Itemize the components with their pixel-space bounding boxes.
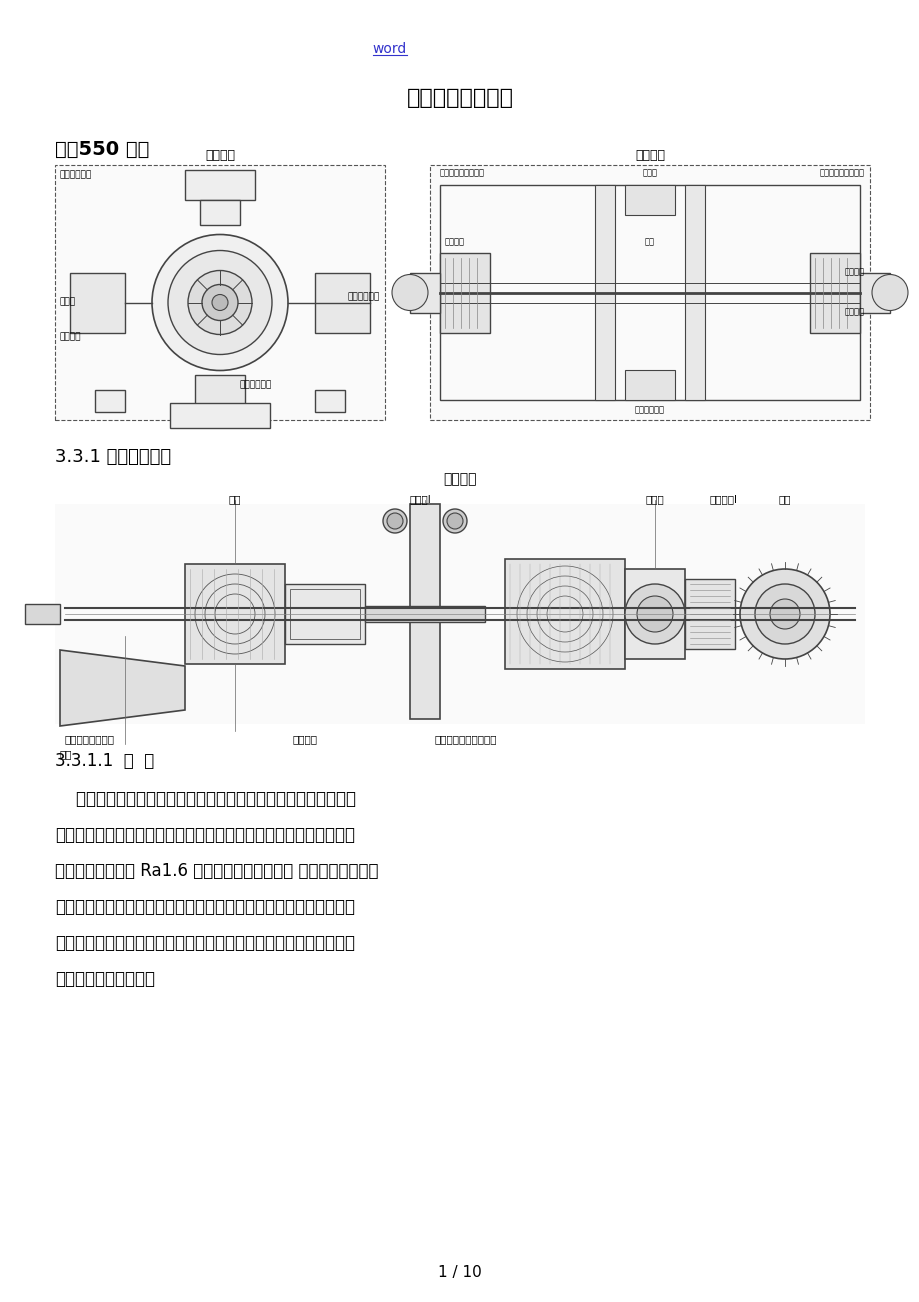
Bar xyxy=(314,272,369,332)
Text: 外螺纹套I: 外螺纹套I xyxy=(709,493,737,504)
Bar xyxy=(624,185,675,215)
Text: 蜗轮: 蜗轮 xyxy=(777,493,790,504)
Text: 横架: 横架 xyxy=(644,237,654,246)
Text: 轧辊材质应按轧材的不同情况，考虑轧制力的大小来选择。本轧: 轧辊材质应按轧材的不同情况，考虑轧制力的大小来选择。本轧 xyxy=(55,790,356,809)
Bar xyxy=(365,605,484,622)
Circle shape xyxy=(168,250,272,354)
Text: 轧辊: 轧辊 xyxy=(60,749,73,759)
Bar xyxy=(439,185,859,400)
Text: 轧机辊身装配: 轧机辊身装配 xyxy=(634,405,664,414)
Bar xyxy=(439,253,490,332)
Text: 液压马达: 液压马达 xyxy=(445,237,464,246)
Bar xyxy=(25,604,60,624)
Text: 一、550 轧机: 一、550 轧机 xyxy=(55,141,149,159)
Bar xyxy=(809,253,859,332)
Bar xyxy=(55,165,384,421)
Text: 最优的同心度。孔槽的位置应从轧辊的固定端辊身端部测量，以保证: 最优的同心度。孔槽的位置应从轧辊的固定端辊身端部测量，以保证 xyxy=(55,934,355,952)
Bar xyxy=(429,165,869,421)
Polygon shape xyxy=(60,650,185,727)
Bar xyxy=(55,504,864,724)
Circle shape xyxy=(871,275,907,310)
Bar xyxy=(185,171,255,201)
Circle shape xyxy=(382,509,406,533)
Circle shape xyxy=(211,294,228,310)
Bar xyxy=(314,391,345,411)
Text: word: word xyxy=(372,42,407,56)
Text: 支承座: 支承座 xyxy=(60,297,76,306)
Bar xyxy=(685,185,704,400)
Bar xyxy=(624,569,685,659)
Text: 法兰盘: 法兰盘 xyxy=(645,493,664,504)
Text: 双向推力圆锥滚子轴承: 双向推力圆锥滚子轴承 xyxy=(435,734,497,743)
Text: 1 / 10: 1 / 10 xyxy=(437,1266,482,1280)
Text: 轧机导卫装配: 轧机导卫装配 xyxy=(240,380,272,389)
Bar xyxy=(410,272,439,312)
Bar xyxy=(595,185,614,400)
Circle shape xyxy=(739,569,829,659)
Circle shape xyxy=(391,275,427,310)
Text: 轴向调整装置: 轴向调整装置 xyxy=(347,293,380,302)
Bar xyxy=(859,272,889,312)
Circle shape xyxy=(187,271,252,335)
Bar xyxy=(199,201,240,225)
Text: 操作侧螺杆螺纹轮箱: 操作侧螺杆螺纹轮箱 xyxy=(819,168,864,177)
Text: 机采用镍铬钼无限冷硬球墨铸铁。轧辊轴颈出的圆角应按照图纸要求: 机采用镍铬钼无限冷硬球墨铸铁。轧辊轴颈出的圆角应按照图纸要求 xyxy=(55,825,355,844)
Bar xyxy=(285,585,365,644)
Text: 辊箱: 辊箱 xyxy=(229,493,241,504)
Text: 轧机装配: 轧机装配 xyxy=(205,148,234,161)
Bar xyxy=(170,402,269,427)
Text: 广研密封: 广研密封 xyxy=(292,734,317,743)
Text: 动迷管I: 动迷管I xyxy=(409,493,430,504)
Bar xyxy=(195,375,244,405)
Text: 上辊装置: 上辊装置 xyxy=(844,267,864,276)
Text: 3.3.1 轧机辊系装配: 3.3.1 轧机辊系装配 xyxy=(55,448,171,466)
Text: 传动轴: 传动轴 xyxy=(641,168,657,177)
Circle shape xyxy=(636,596,673,631)
Bar xyxy=(289,589,359,639)
Bar xyxy=(505,559,624,669)
Text: 下辊装置: 下辊装置 xyxy=(844,307,864,316)
Text: 各轧辊孔型间距一样。: 各轧辊孔型间距一样。 xyxy=(55,970,154,988)
Text: 传动侧螺杆螺纹轮箱: 传动侧螺杆螺纹轮箱 xyxy=(439,168,484,177)
Text: 四列圆柱滚子轴承: 四列圆柱滚子轴承 xyxy=(65,734,115,743)
Bar xyxy=(95,391,125,411)
Text: 在轴颈上的轴承圈的外径为基准（作基准面），以保证孔型槽与轴颈: 在轴颈上的轴承圈的外径为基准（作基准面），以保证孔型槽与轴颈 xyxy=(55,898,355,917)
Text: 尺寸加工，光洁度 Ra1.6 以上，防止应力集中。 车削孔型时应以套: 尺寸加工，光洁度 Ra1.6 以上，防止应力集中。 车削孔型时应以套 xyxy=(55,862,378,880)
Text: 轧机装配技术要求: 轧机装配技术要求 xyxy=(406,89,513,108)
Bar xyxy=(624,370,675,400)
Circle shape xyxy=(754,585,814,644)
Text: 上辊装置: 上辊装置 xyxy=(443,473,476,486)
Text: 3.3.1.1  轧  辊: 3.3.1.1 轧 辊 xyxy=(55,753,154,769)
Bar xyxy=(410,504,439,719)
Circle shape xyxy=(387,513,403,529)
Text: 辊缝调节装置: 辊缝调节装置 xyxy=(60,171,92,178)
Circle shape xyxy=(769,599,800,629)
Circle shape xyxy=(624,585,685,644)
Bar xyxy=(685,579,734,648)
Circle shape xyxy=(443,509,467,533)
Circle shape xyxy=(447,513,462,529)
Bar xyxy=(70,272,125,332)
Text: 拉杆装置: 拉杆装置 xyxy=(60,332,82,341)
Text: 轧机装配: 轧机装配 xyxy=(634,148,664,161)
Bar xyxy=(185,564,285,664)
Circle shape xyxy=(152,234,288,371)
Circle shape xyxy=(202,285,238,320)
